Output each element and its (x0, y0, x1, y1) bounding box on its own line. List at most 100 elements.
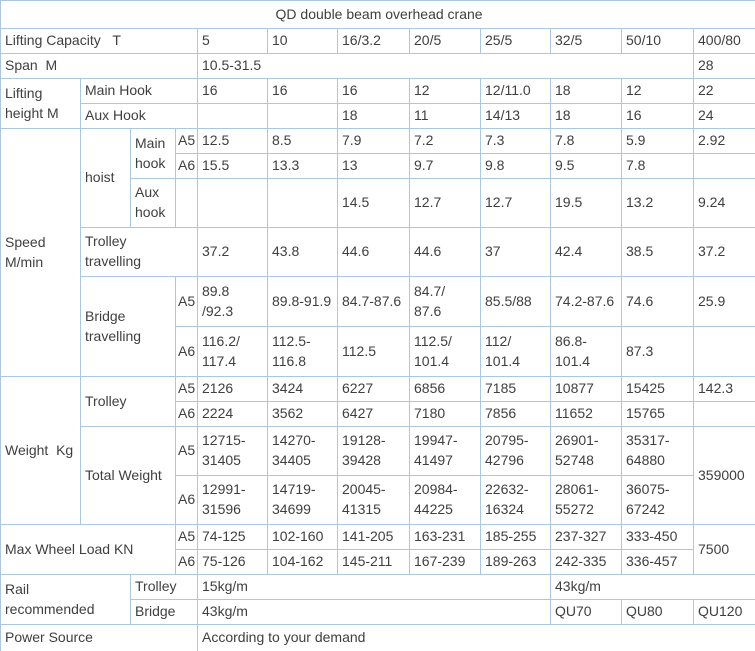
value-cell: 7185 (480, 376, 551, 402)
value-cell: 167-239 (409, 549, 481, 575)
label-grade-a6: A6 (175, 549, 198, 575)
label-grade-a5: A5 (175, 376, 198, 402)
value-cell: 12 (621, 78, 694, 104)
value-cell: 43kg/m (549, 574, 755, 600)
row-speed-trolley-travelling: Trolley travelling 37.2 43.8 44.6 44.6 37 42.4… (1, 227, 755, 277)
row-max-wheel-load-a5: Max Wheel Load KN A5 74-125 102-160 141-205 1… (0, 524, 755, 575)
value-cell: 89.8 /92.3 (197, 276, 268, 327)
row-speed-hoist-main-a6: A6 15.5 13.3 13 9.7 9.8 9.5 7.8 (1, 153, 755, 179)
value-cell: 185-255 (480, 524, 551, 550)
row-span: Span M 10.5-31.5 28 (0, 53, 755, 79)
value-cell: 141-205 (337, 524, 410, 550)
value-cell (692, 153, 755, 179)
value-cell: 25/5 (480, 28, 551, 54)
row-speed-hoist-aux: Aux hook 14.5 12.7 12.7 19.5 13.2 9.24 (1, 178, 755, 228)
value-cell: 16 (337, 78, 410, 104)
value-cell (197, 103, 268, 129)
label-max-wheel-load: Max Wheel Load KN (0, 524, 176, 575)
value-cell: 74.6 (621, 276, 694, 327)
value-cell: 35317- 64880 (621, 426, 694, 476)
value-cell: 15425 (621, 376, 694, 402)
value-cell: 7856 (480, 401, 551, 427)
value-power-source: According to your demand (196, 624, 755, 651)
value-cell: 242-335 (550, 549, 622, 575)
row-power-source: Power Source According to your demand (0, 624, 755, 651)
label-aux-hook: Aux Hook (80, 103, 198, 129)
value-cell: 85.5/88 (480, 276, 551, 327)
value-cell: 42.4 (550, 227, 622, 277)
label-trolley-weight: Trolley (80, 376, 176, 427)
value-cell (267, 103, 338, 129)
value-cell: 189-263 (480, 549, 551, 575)
value-cell: 20/5 (409, 28, 481, 54)
row-lifting-capacity: Lifting Capacity T 5 10 16/3.2 20/5 25/5 32/5 5… (0, 28, 755, 54)
label-grade-a5: A5 (175, 128, 198, 154)
value-cell: 14719- 34699 (267, 475, 338, 525)
value-cell: 18 (550, 78, 622, 104)
value-cell: 9.7 (409, 153, 481, 179)
value-cell: 20984- 44225 (409, 475, 481, 525)
row-lifting-height-aux-hook: Aux Hook 18 11 14/13 18 16 24 (1, 103, 755, 129)
value-cell: 12991- 31596 (197, 475, 268, 525)
value-cell: 12715- 31405 (197, 426, 268, 476)
label-grade-a6: A6 (175, 153, 198, 179)
value-cell: 12 (409, 78, 481, 104)
value-cell: 16 (621, 103, 694, 129)
value-cell: 19128- 39428 (337, 426, 410, 476)
value-cell: 20045- 41315 (337, 475, 410, 525)
value-cell: 9.24 (692, 178, 755, 228)
value-cell: 84.7/ 87.6 (409, 276, 481, 327)
value-cell: 6427 (337, 401, 410, 427)
value-cell: 16 (267, 78, 338, 104)
value-cell: 163-231 (409, 524, 481, 550)
value-cell: 13.2 (621, 178, 694, 228)
value-cell: 116.2/ 117.4 (197, 326, 268, 377)
value-cell: 44.6 (409, 227, 481, 277)
value-cell: 112.5- 116.8 (267, 326, 338, 377)
value-cell (267, 178, 338, 228)
value-cell: 74.2-87.6 (550, 276, 622, 327)
label-grade-a6: A6 (175, 326, 198, 377)
value-cell: 12.7 (409, 178, 481, 228)
value-cell: 3562 (267, 401, 338, 427)
value-cell: 86.8- 101.4 (550, 326, 622, 377)
label-grade-a6: A6 (175, 401, 198, 427)
value-cell: 112.5 (337, 326, 410, 377)
value-cell: 104-162 (267, 549, 338, 575)
value-cell: 12.7 (480, 178, 551, 228)
value-cell: 20795- 42796 (480, 426, 551, 476)
value-cell: 15.5 (197, 153, 268, 179)
value-cell: QU70 (550, 599, 622, 625)
value-cell: 37.2 (692, 227, 755, 277)
value-cell: 2.92 (692, 128, 755, 154)
value-cell: 13 (337, 153, 410, 179)
value-cell: 7.2 (409, 128, 481, 154)
value-cell: 12.5 (197, 128, 268, 154)
value-cell: 36075- 67242 (621, 475, 694, 525)
value-cell: 7.3 (480, 128, 551, 154)
value-cell (175, 178, 198, 228)
value-cell: 5.9 (621, 128, 694, 154)
value-cell: 12/11.0 (480, 78, 551, 104)
value-cell: 28 (692, 53, 755, 79)
label-grade-a5: A5 (175, 426, 198, 476)
value-cell: 75-126 (197, 549, 268, 575)
value-cell: 145-211 (337, 549, 410, 575)
label-main-hook: Main Hook (80, 78, 198, 104)
title-row: QD double beam overhead crane (0, 0, 755, 29)
value-cell: 15kg/m (197, 574, 551, 600)
value-cell (692, 401, 755, 427)
value-cell: 22632- 16324 (480, 475, 551, 525)
value-cell: 14270- 34405 (267, 426, 338, 476)
value-cell: 18 (337, 103, 410, 129)
label-bridge-travelling: Bridge travelling (80, 276, 176, 377)
value-cell: 38.5 (621, 227, 694, 277)
value-cell: 37 (480, 227, 551, 277)
value-cell: 142.3 (692, 376, 755, 402)
value-cell: 14.5 (337, 178, 410, 228)
label-rail-trolley: Trolley (130, 574, 198, 600)
value-cell: 15765 (621, 401, 694, 427)
value-cell: 16/3.2 (337, 28, 410, 54)
value-cell: 22 (692, 78, 755, 104)
